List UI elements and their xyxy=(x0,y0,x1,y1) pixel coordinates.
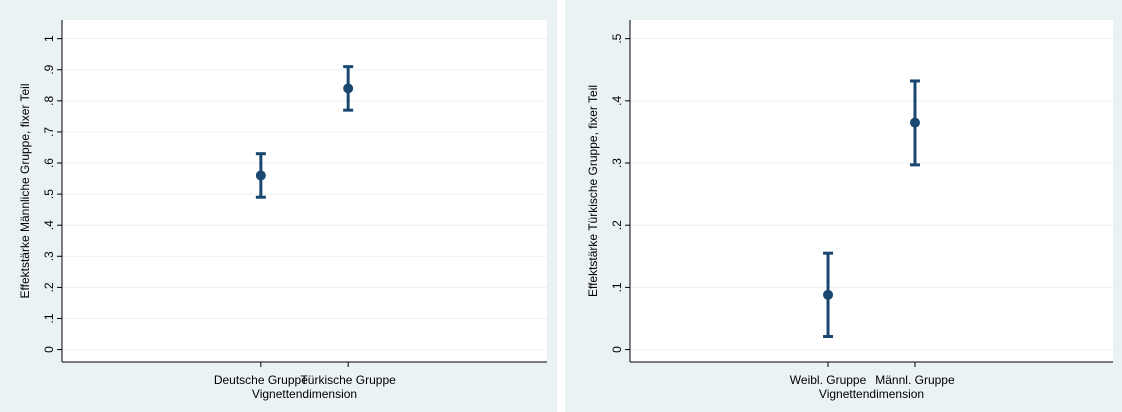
x-tick-label: Weibl. Gruppe xyxy=(790,373,867,387)
point xyxy=(255,170,266,181)
y-tick-label: .9 xyxy=(42,64,56,74)
point xyxy=(909,117,920,128)
y-tick-label: .1 xyxy=(42,313,56,323)
y-tick-label: 0 xyxy=(42,346,56,353)
point xyxy=(343,83,354,94)
x-axis-label: Vignettendimension xyxy=(819,387,924,401)
y-tick-label: .2 xyxy=(610,220,624,230)
y-tick-label: .3 xyxy=(42,251,56,261)
point xyxy=(823,289,834,300)
x-tick-label: Deutsche Gruppe xyxy=(214,373,308,387)
plot-area xyxy=(630,20,1113,362)
y-axis-label: Effektstärke Türkische Gruppe, fixer Tei… xyxy=(586,85,600,297)
y-tick-label: 0 xyxy=(610,346,624,353)
y-tick-label: .1 xyxy=(610,282,624,292)
x-axis-label: Vignettendimension xyxy=(252,387,357,401)
y-tick-label: 1 xyxy=(42,35,56,42)
y-tick-label: .4 xyxy=(42,220,56,230)
y-axis-label: Effektstärke Männliche Gruppe, fixer Tei… xyxy=(18,84,32,299)
x-tick-label: Türkische Gruppe xyxy=(300,373,396,387)
plot-area xyxy=(62,20,547,362)
y-tick-label: .3 xyxy=(610,158,624,168)
x-tick-label: Männl. Gruppe xyxy=(875,373,955,387)
y-tick-label: .4 xyxy=(610,96,624,106)
y-tick-label: .7 xyxy=(42,127,56,137)
y-tick-label: .5 xyxy=(610,33,624,43)
y-tick-label: .6 xyxy=(42,158,56,168)
y-tick-label: .2 xyxy=(42,282,56,292)
y-tick-label: .5 xyxy=(42,189,56,199)
y-tick-label: .8 xyxy=(42,96,56,106)
